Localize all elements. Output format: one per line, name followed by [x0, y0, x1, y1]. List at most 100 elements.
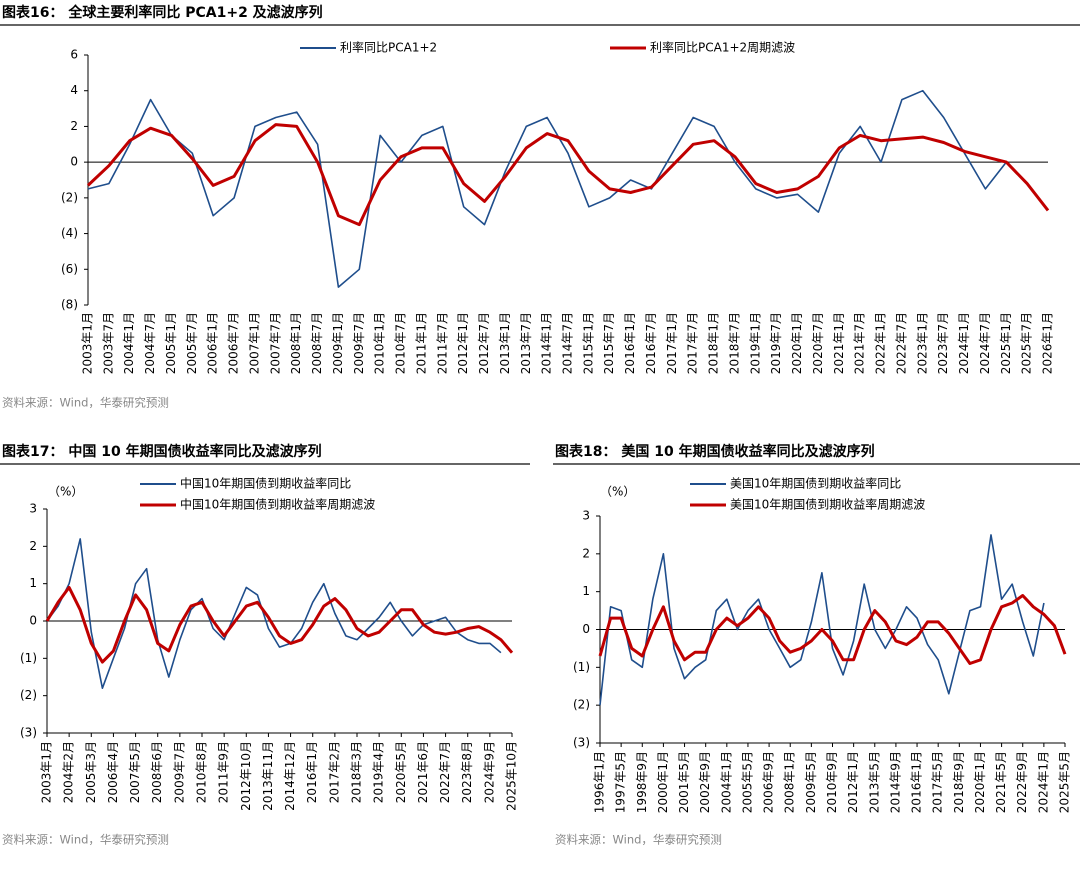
y-tick-label: 6 [70, 48, 78, 62]
x-tick-label: 2015年1月 [581, 312, 595, 374]
x-tick-label: 2023年1月 [915, 312, 929, 374]
x-tick-label: 2018年7月 [727, 312, 741, 374]
y-tick-label: 2 [582, 546, 590, 560]
y-tick-label: (3) [573, 736, 590, 750]
y-tick-label: (8) [61, 298, 78, 312]
x-tick-label: 2006年9月 [762, 751, 776, 813]
x-tick-label: 2023年8月 [460, 741, 474, 803]
chart-title: 图表17： 中国 10 年期国债收益率同比及滤波序列 [2, 443, 322, 460]
x-tick-label: 2010年7月 [394, 312, 408, 374]
x-tick-label: 2022年1月 [874, 312, 888, 374]
x-tick-label: 2006年7月 [227, 312, 241, 374]
legend-label: 美国10年期国债到期收益率周期滤波 [730, 497, 925, 512]
x-tick-label: 2007年5月 [128, 741, 142, 803]
series-line [87, 89, 1007, 288]
x-tick-label: 2014年12月 [283, 741, 297, 811]
y-tick-label: 0 [29, 614, 37, 628]
y-tick-label: (2) [61, 190, 78, 204]
x-tick-label: 2002年9月 [698, 751, 712, 813]
x-tick-label: 2012年10月 [239, 741, 253, 811]
y-tick-label: (1) [573, 660, 590, 674]
source-note: 资料来源：Wind，华泰研究预测 [555, 833, 722, 847]
x-tick-label: 2018年3月 [350, 741, 364, 803]
y-tick-label: 3 [29, 502, 37, 516]
x-tick-label: 2018年1月 [707, 312, 721, 374]
x-tick-label: 2016年1月 [910, 751, 924, 813]
legend-label: 美国10年期国债到期收益率同比 [730, 476, 901, 491]
source-note: 资料来源：Wind，华泰研究预测 [2, 833, 169, 847]
x-tick-label: 2015年7月 [602, 312, 616, 374]
x-tick-label: 2012年1月 [846, 751, 860, 813]
y-tick-label: 2 [70, 119, 78, 133]
series-line [86, 123, 1050, 227]
x-tick-label: 2021年6月 [416, 741, 430, 803]
x-tick-label: 2016年1月 [623, 312, 637, 374]
series-line [599, 534, 1045, 706]
legend-label: 中国10年期国债到期收益率周期滤波 [180, 497, 375, 512]
x-tick-label: 2006年1月 [206, 312, 220, 374]
x-tick-label: 2010年9月 [825, 751, 839, 813]
y-tick-label: (4) [61, 226, 78, 240]
x-tick-label: 2011年7月 [435, 312, 449, 374]
source-note: 资料来源：Wind，华泰研究预测 [2, 396, 169, 410]
y-tick-label: 1 [29, 576, 37, 590]
y-tick-label: 0 [70, 155, 78, 169]
x-tick-label: 2019年7月 [769, 312, 783, 374]
x-tick-label: 2011年1月 [414, 312, 428, 374]
x-tick-label: 1998年9月 [635, 751, 649, 813]
x-tick-label: 2020年1月 [973, 751, 987, 813]
x-tick-label: 2003年1月 [40, 741, 54, 803]
x-tick-label: 2022年9月 [1015, 751, 1029, 813]
x-tick-label: 2016年7月 [644, 312, 658, 374]
x-tick-label: 2020年7月 [811, 312, 825, 374]
x-tick-label: 2017年5月 [931, 751, 945, 813]
x-tick-label: 2024年9月 [482, 741, 496, 803]
y-tick-label: (6) [61, 262, 78, 276]
x-tick-label: 2010年8月 [195, 741, 209, 803]
y-tick-label: 0 [582, 622, 590, 636]
x-tick-label: 2008年1月 [783, 751, 797, 813]
x-tick-label: 2008年1月 [289, 312, 303, 374]
x-tick-label: 2024年7月 [978, 312, 992, 374]
x-tick-label: 2005年5月 [740, 751, 754, 813]
y-tick-label: 1 [582, 584, 590, 598]
series-line [46, 538, 502, 689]
y-tick-label: (2) [20, 688, 37, 702]
x-tick-label: 2000年1月 [656, 751, 670, 813]
x-tick-label: 2011年9月 [217, 741, 231, 803]
x-tick-label: 2014年9月 [888, 751, 902, 813]
x-tick-label: 2017年7月 [686, 312, 700, 374]
x-tick-label: 2019年1月 [748, 312, 762, 374]
x-tick-label: 2009年7月 [352, 312, 366, 374]
y-tick-label: 3 [582, 509, 590, 523]
x-tick-label: 2003年1月 [81, 312, 95, 374]
x-tick-label: 2021年1月 [832, 312, 846, 374]
x-tick-label: 2019年4月 [372, 741, 386, 803]
legend-label: 利率同比PCA1+2周期滤波 [650, 40, 795, 55]
x-tick-label: 2004年1月 [122, 312, 136, 374]
x-tick-label: 2017年2月 [327, 741, 341, 803]
x-tick-label: 2013年11月 [261, 741, 275, 811]
x-tick-label: 2004年7月 [143, 312, 157, 374]
x-tick-label: 2024年1月 [1036, 751, 1050, 813]
y-unit: （%） [600, 485, 635, 499]
x-tick-label: 2020年5月 [394, 741, 408, 803]
x-tick-label: 2004年1月 [719, 751, 733, 813]
y-tick-label: (1) [20, 651, 37, 665]
x-tick-label: 1997年5月 [614, 751, 628, 813]
x-tick-label: 2009年1月 [331, 312, 345, 374]
x-tick-label: 2012年7月 [477, 312, 491, 374]
x-tick-label: 2006年4月 [106, 741, 120, 803]
x-tick-label: 2025年5月 [1058, 751, 1072, 813]
x-tick-label: 2016年1月 [305, 741, 319, 803]
x-tick-label: 2010年1月 [373, 312, 387, 374]
y-tick-label: (3) [20, 726, 37, 740]
x-tick-label: 2009年5月 [804, 751, 818, 813]
x-tick-label: 2014年1月 [540, 312, 554, 374]
x-tick-label: 2009年7月 [172, 741, 186, 803]
x-tick-label: 2025年1月 [999, 312, 1013, 374]
x-tick-label: 2021年5月 [994, 751, 1008, 813]
legend-label: 中国10年期国债到期收益率同比 [180, 476, 351, 491]
x-tick-label: 2008年6月 [150, 741, 164, 803]
